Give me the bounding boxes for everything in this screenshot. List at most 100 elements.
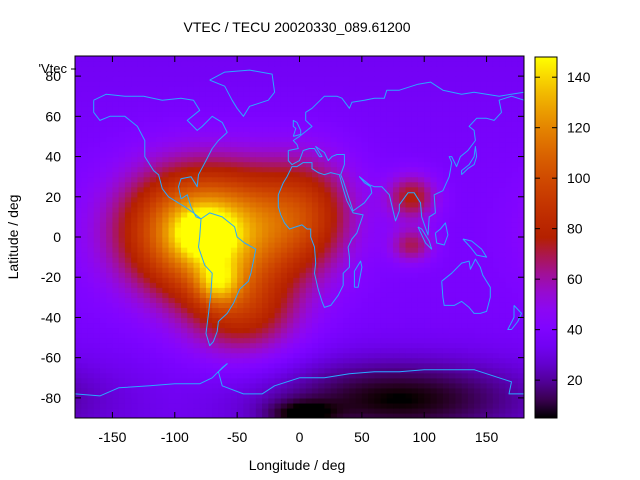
heatmap-cell [75,196,82,203]
heatmap-cell [368,76,375,82]
heatmap-cell [511,71,519,77]
heatmap-cell [355,317,363,324]
heatmap-cell [492,86,500,92]
heatmap-cell [112,307,120,314]
heatmap-cell [343,377,350,384]
heatmap-cell [87,242,95,248]
heatmap-cell [230,91,238,97]
heatmap-cell [124,181,132,188]
heatmap-cell [305,382,313,389]
heatmap-cell [143,136,151,143]
heatmap-cell [237,116,244,122]
heatmap-cell [181,357,188,364]
heatmap-cell [311,307,319,314]
heatmap-cell [436,392,444,399]
heatmap-cell [243,186,251,193]
heatmap-cell [81,86,89,92]
heatmap-cell [280,237,288,243]
heatmap-cell [368,407,375,414]
heatmap-cell [268,81,276,87]
heatmap-cell [237,141,244,148]
heatmap-cell [118,136,126,143]
heatmap-cell [87,166,95,173]
heatmap-cell [81,267,89,273]
heatmap-cell [174,352,182,359]
heatmap-cell [492,332,500,339]
heatmap-cell [424,201,432,208]
heatmap-cell [99,317,107,324]
heatmap-cell [205,121,213,127]
heatmap-cell [505,407,513,414]
heatmap-cell [230,211,238,218]
heatmap-cell [405,287,413,293]
heatmap-cell [87,216,95,223]
heatmap-cell [374,272,382,278]
heatmap-cell [137,81,145,87]
heatmap-cell [168,221,176,228]
heatmap-cell [255,181,263,188]
heatmap-cell [255,151,263,158]
heatmap-cell [193,116,201,122]
heatmap-cell [280,322,288,329]
heatmap-cell [168,297,176,303]
heatmap-cell [324,76,332,82]
heatmap-cell [461,86,469,92]
heatmap-cell [492,322,500,329]
heatmap-cell [449,387,457,394]
heatmap-cell [486,211,494,218]
heatmap-cell [411,397,419,404]
heatmap-cell [336,297,344,303]
heatmap-cell [405,81,413,87]
heatmap-cell [243,201,251,208]
heatmap-cell [511,171,519,178]
heatmap-cell [268,322,276,329]
heatmap-cell [112,141,120,148]
heatmap-cell [268,412,276,418]
heatmap-cell [118,352,126,359]
heatmap-cell [517,176,524,183]
heatmap-cell [287,116,294,122]
heatmap-cell [511,161,519,168]
heatmap-cell [424,342,432,349]
heatmap-cell [162,337,170,344]
heatmap-cell [305,211,313,218]
heatmap-cell [411,206,419,213]
heatmap-cell [230,237,238,243]
heatmap-cell [330,327,338,334]
heatmap-cell [299,86,307,92]
heatmap-cell [480,151,488,158]
heatmap-cell [324,322,332,329]
heatmap-cell [424,106,432,112]
heatmap-cell [336,186,344,193]
heatmap-cell [417,136,425,143]
heatmap-cell [99,362,107,369]
heatmap-cell [517,247,524,253]
heatmap-cell [124,332,132,339]
heatmap-cell [449,81,457,87]
heatmap-cell [268,201,276,208]
heatmap-cell [461,146,469,153]
heatmap-cell [149,267,157,273]
heatmap-cell [442,166,450,173]
heatmap-cell [131,191,138,198]
heatmap-cell [461,412,469,418]
heatmap-cell [480,161,488,168]
heatmap-cell [299,387,307,394]
heatmap-cell [480,101,488,107]
heatmap-cell [162,126,170,133]
heatmap-cell [212,136,220,143]
heatmap-cell [249,332,257,339]
heatmap-cell [430,312,438,319]
heatmap-cell [492,191,500,198]
heatmap-cell [480,111,488,117]
heatmap-cell [505,367,513,374]
heatmap-cell [168,407,176,414]
heatmap-cell [193,106,201,112]
heatmap-cell [343,327,350,334]
heatmap-cell [106,257,114,263]
heatmap-cell [505,126,513,133]
heatmap-cell [374,171,382,178]
heatmap-cell [118,242,126,248]
heatmap-cell [486,342,494,349]
heatmap-cell [311,302,319,308]
